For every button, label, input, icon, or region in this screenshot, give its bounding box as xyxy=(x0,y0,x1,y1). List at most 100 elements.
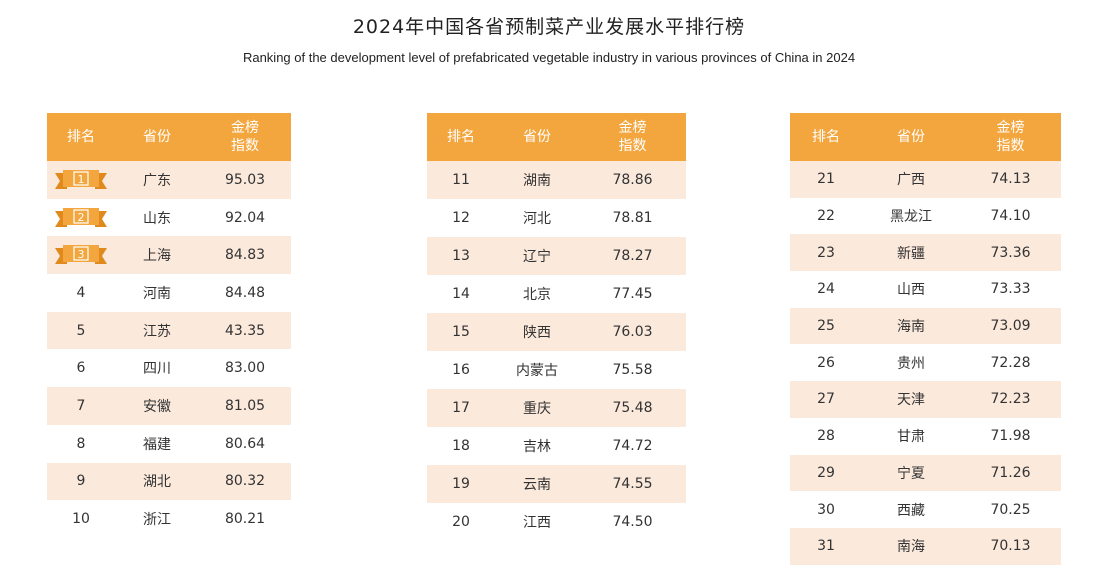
rank-cell: 29 xyxy=(790,454,862,492)
rank-cell: 30 xyxy=(790,491,862,528)
index-cell: 72.23 xyxy=(960,381,1061,418)
rank-cell: 15 xyxy=(427,313,495,351)
rank-medal-icon: 3 xyxy=(55,245,107,265)
rank-cell: 5 xyxy=(47,311,115,350)
index-cell: 92.04 xyxy=(199,198,291,237)
index-cell: 78.81 xyxy=(579,199,686,237)
rank-medal-icon: 2 xyxy=(55,207,107,227)
table-row: 29 宁夏 71.26 xyxy=(790,454,1061,492)
province-cell: 四川 xyxy=(115,349,199,388)
table-row: 28 甘肃 71.98 xyxy=(790,417,1061,455)
table-row: 24 山西 73.33 xyxy=(790,271,1061,308)
table-header-row: 排名 省份 金榜 指数 xyxy=(47,113,291,161)
province-cell: 河北 xyxy=(495,199,579,237)
rank-medal-icon: 1 xyxy=(55,169,107,189)
province-cell: 新疆 xyxy=(862,234,960,272)
index-cell: 73.33 xyxy=(960,271,1061,308)
table-row: 18 吉林 74.72 xyxy=(427,427,686,465)
header-province: 省份 xyxy=(495,113,579,161)
rank-cell: 13 xyxy=(427,237,495,275)
table-row: 8 福建 80.64 xyxy=(47,424,291,463)
page-subtitle: Ranking of the development level of pref… xyxy=(242,50,856,65)
table-row: 11 湖南 78.86 xyxy=(427,161,686,199)
rank-cell: 2 xyxy=(47,198,115,237)
header-province: 省份 xyxy=(115,113,199,161)
province-cell: 上海 xyxy=(115,236,199,275)
rank-cell: 25 xyxy=(790,307,862,345)
index-cell: 74.50 xyxy=(579,503,686,541)
header-province: 省份 xyxy=(862,113,960,161)
table-row: 2 山东 92.04 xyxy=(47,198,291,237)
rank-cell: 6 xyxy=(47,349,115,388)
table-row: 5 江苏 43.35 xyxy=(47,311,291,350)
index-cell: 76.03 xyxy=(579,313,686,351)
rank-cell: 3 xyxy=(47,236,115,275)
rank-cell: 11 xyxy=(427,161,495,199)
table-row: 3 上海 84.83 xyxy=(47,236,291,275)
ranking-table-1: 排名 省份 金榜 指数 1 广东 95.03 2 山东 92.04 3 上海 84.83 4 河南 84… xyxy=(47,113,291,538)
rank-cell: 12 xyxy=(427,199,495,237)
header-index-line2: 指数 xyxy=(618,138,647,154)
table-row: 19 云南 74.55 xyxy=(427,465,686,503)
rank-cell: 1 xyxy=(47,161,115,199)
table-row: 10 浙江 80.21 xyxy=(47,500,291,538)
index-cell: 78.27 xyxy=(579,237,686,275)
header-rank: 排名 xyxy=(427,113,495,161)
table-row: 20 江西 74.50 xyxy=(427,503,686,541)
header-rank: 排名 xyxy=(47,113,115,161)
province-cell: 江西 xyxy=(495,503,579,541)
rank-cell: 26 xyxy=(790,344,862,382)
index-cell: 75.48 xyxy=(579,389,686,427)
index-cell: 80.32 xyxy=(199,462,291,501)
header-index-line1: 金榜 xyxy=(618,120,647,136)
rank-cell: 8 xyxy=(47,424,115,463)
index-cell: 80.64 xyxy=(199,424,291,463)
table-row: 4 河南 84.48 xyxy=(47,274,291,312)
index-cell: 78.86 xyxy=(579,161,686,199)
province-cell: 辽宁 xyxy=(495,237,579,275)
rank-cell: 10 xyxy=(47,500,115,538)
province-cell: 黑龙江 xyxy=(862,197,960,235)
rank-medal-number: 1 xyxy=(78,173,85,186)
rank-cell: 19 xyxy=(427,465,495,503)
province-cell: 山东 xyxy=(115,198,199,237)
rank-cell: 31 xyxy=(790,527,862,565)
page-title: 2024年中国各省预制菜产业发展水平排行榜 xyxy=(352,16,746,38)
province-cell: 西藏 xyxy=(862,491,960,528)
table-row: 15 陕西 76.03 xyxy=(427,313,686,351)
province-cell: 山西 xyxy=(862,271,960,308)
province-cell: 内蒙古 xyxy=(495,351,579,389)
province-cell: 北京 xyxy=(495,275,579,313)
index-cell: 95.03 xyxy=(199,161,291,199)
province-cell: 福建 xyxy=(115,424,199,463)
table-row: 1 广东 95.03 xyxy=(47,161,291,199)
index-cell: 80.21 xyxy=(199,500,291,538)
table-row: 27 天津 72.23 xyxy=(790,381,1061,418)
index-cell: 74.10 xyxy=(960,197,1061,235)
province-cell: 南海 xyxy=(862,527,960,565)
index-cell: 75.58 xyxy=(579,351,686,389)
table-row: 12 河北 78.81 xyxy=(427,199,686,237)
index-cell: 74.55 xyxy=(579,465,686,503)
rank-cell: 17 xyxy=(427,389,495,427)
table-row: 17 重庆 75.48 xyxy=(427,389,686,427)
header-index-line1: 金榜 xyxy=(996,120,1025,136)
rank-cell: 18 xyxy=(427,427,495,465)
province-cell: 安徽 xyxy=(115,387,199,425)
table-header-row: 排名 省份 金榜指数 xyxy=(427,113,686,161)
header-index: 金榜 指数 xyxy=(199,113,291,161)
index-cell: 71.98 xyxy=(960,417,1061,455)
table-row: 7 安徽 81.05 xyxy=(47,387,291,425)
province-cell: 湖北 xyxy=(115,462,199,501)
province-cell: 宁夏 xyxy=(862,454,960,492)
index-cell: 73.09 xyxy=(960,307,1061,345)
province-cell: 江苏 xyxy=(115,311,199,350)
rank-cell: 16 xyxy=(427,351,495,389)
index-cell: 81.05 xyxy=(199,387,291,425)
province-cell: 贵州 xyxy=(862,344,960,382)
province-cell: 陕西 xyxy=(495,313,579,351)
header-index: 金榜 指数 xyxy=(960,113,1061,161)
rank-cell: 21 xyxy=(790,161,862,198)
rank-cell: 4 xyxy=(47,274,115,312)
table-row: 30 西藏 70.25 xyxy=(790,491,1061,528)
